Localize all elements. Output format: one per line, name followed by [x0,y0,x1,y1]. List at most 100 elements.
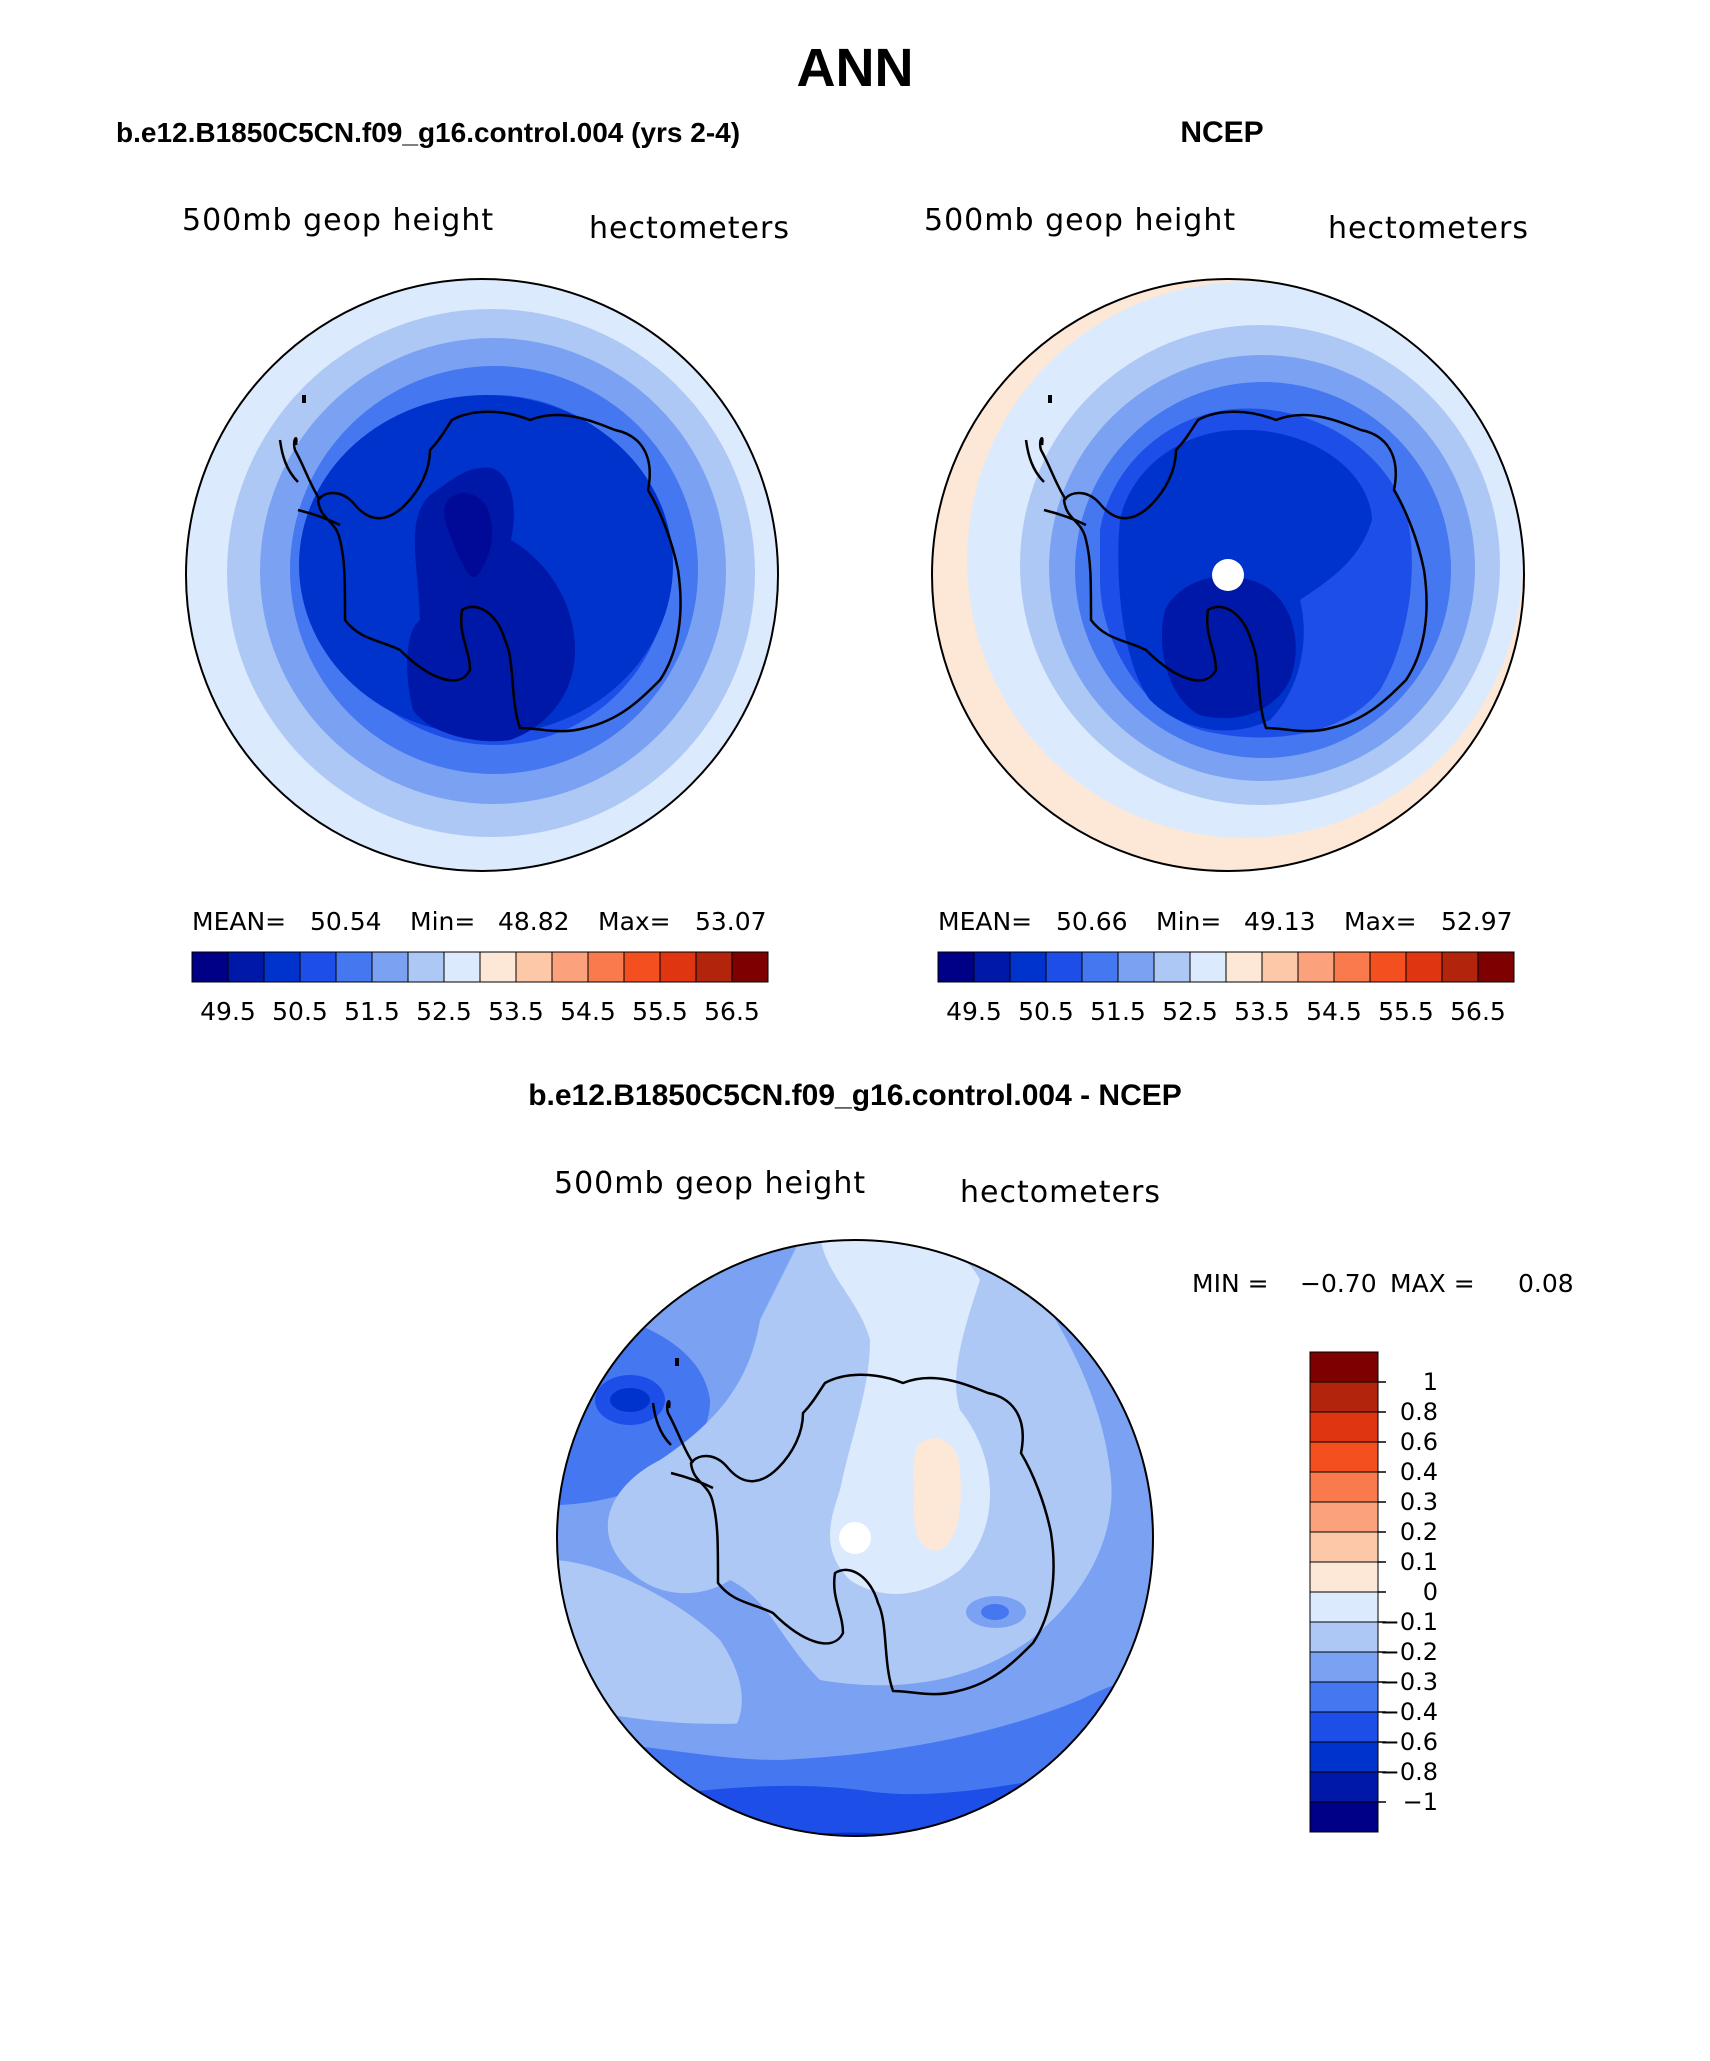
colorbar-swatch [1369,951,1407,983]
colorbar-swatch [1309,1531,1379,1563]
band-49.5 [1161,576,1296,719]
panel-diff-title: b.e12.B1850C5CN.f09_g16.control.004 - NC… [528,1079,1182,1112]
colorbar-tick-label: 0.8 [1400,1398,1438,1426]
colorbar-tick-label: 49.5 [946,997,1002,1026]
panel-obs-coastline [1062,410,1428,733]
panel-model-peninsula [278,436,341,527]
colorbar-swatch [1309,1711,1379,1743]
band--0.6-south [620,1780,1100,1836]
panel-obs-colorbar: 49.5 50.5 51.5 52.5 53.5 54.5 55.5 56.5 [937,951,1515,1026]
colorbar-swatch [1333,951,1371,983]
colorbar-tick-label: −0.8 [1380,1758,1438,1786]
colorbar-tick-label: 0.1 [1400,1548,1438,1576]
colorbar-tick-label: 55.5 [632,997,688,1026]
colorbar-swatch [973,951,1011,983]
colorbar-tick-label: −0.1 [1380,1608,1438,1636]
colorbar-tick-label: −0.3 [1380,1668,1438,1696]
panel-obs-left-label: 500mb geop height [924,203,1236,238]
colorbar-swatch [1309,1381,1379,1413]
panel-diff-max-value: 0.08 [1518,1269,1574,1298]
panel-diff-map [557,1240,1153,1836]
colorbar-swatch [1309,1471,1379,1503]
panel-diff-left-label: 500mb geop height [554,1166,866,1201]
panel-model-map [186,279,778,871]
colorbar-tick-label: −0.2 [1380,1638,1438,1666]
colorbar-swatch [1261,951,1299,983]
panel-diff-pole-mask [839,1522,871,1554]
panel-diff-coastline [689,1373,1055,1696]
colorbar-tick-label: 54.5 [560,997,616,1026]
panel-diff-colorbar: 10.80.60.40.30.20.10−0.1−0.2−0.3−0.4−0.6… [1309,1351,1438,1833]
colorbar-swatch [1441,951,1479,983]
colorbar-swatch [1309,1681,1379,1713]
panel-model-mean-value: 50.54 [310,907,382,936]
band--0.8-west [610,1388,650,1412]
panel-model-title: b.e12.B1850C5CN.f09_g16.control.004 (yrs… [116,117,740,148]
colorbar-swatch [1153,951,1191,983]
panel-model-boundary [185,278,779,872]
band-0.1 [913,1438,961,1551]
colorbar-swatch [515,951,553,983]
colorbar-swatch [623,951,661,983]
colorbar-swatch [299,951,337,983]
panel-diff-island [675,1358,679,1366]
colorbar-swatch [1477,951,1515,983]
colorbar-swatch [587,951,625,983]
colorbar-swatch [1309,1651,1379,1683]
panel-model-right-label: hectometers [589,211,790,246]
panel-diff-peninsula [651,1399,714,1490]
colorbar-swatch [263,951,301,983]
colorbar-swatch [1309,1501,1379,1533]
colorbar-tick-label: 0 [1423,1578,1438,1606]
colorbar-swatch [479,951,517,983]
colorbar-swatch [335,951,373,983]
panel-model-min-label: Min= [410,907,475,936]
band--0.4-east [981,1604,1009,1620]
panel-obs-peninsula [1024,436,1087,527]
panel-obs-island [1048,395,1052,403]
colorbar-swatch [551,951,589,983]
colorbar-tick-label: 50.5 [1018,997,1074,1026]
colorbar-tick-label: 56.5 [704,997,760,1026]
colorbar-swatch [1309,1561,1379,1593]
panel-diff-right-label: hectometers [960,1175,1161,1210]
colorbar-tick-label: 49.5 [200,997,256,1026]
colorbar-tick-label: −0.6 [1380,1728,1438,1756]
colorbar-swatch [695,951,733,983]
colorbar-swatch [659,951,697,983]
colorbar-swatch [371,951,409,983]
figure-title: ANN [797,38,914,98]
panel-obs-boundary [931,278,1525,872]
panel-obs-max-value: 52.97 [1441,907,1513,936]
panel-model-mean-label: MEAN= [192,907,286,936]
panel-model-min-value: 48.82 [498,907,570,936]
colorbar-tick-label: 53.5 [488,997,544,1026]
panel-obs-title: NCEP [1180,116,1263,149]
colorbar-tick-label: −0.4 [1380,1698,1438,1726]
panel-obs-mean-value: 50.66 [1056,907,1128,936]
band-49 [444,493,493,578]
colorbar-swatch [1309,1441,1379,1473]
colorbar-swatch [1309,1801,1379,1833]
colorbar-swatch [1081,951,1119,983]
colorbar-swatch [937,951,975,983]
colorbar-tick-label: −1 [1403,1788,1438,1816]
panel-model-colorbar: 49.5 50.5 51.5 52.5 53.5 54.5 55.5 56.5 [191,951,769,1026]
colorbar-tick-label: 56.5 [1450,997,1506,1026]
colorbar-swatch [191,951,229,983]
panel-obs-right-label: hectometers [1328,211,1529,246]
colorbar-tick-label: 0.2 [1400,1518,1438,1546]
colorbar-swatch [1045,951,1083,983]
panel-diff-min-value: −0.70 [1300,1269,1377,1298]
colorbar-swatch [1309,1771,1379,1803]
panel-diff-max-label: MAX = [1390,1269,1475,1298]
colorbar-tick-label: 50.5 [272,997,328,1026]
colorbar-swatch [1117,951,1155,983]
colorbar-swatch [1309,1411,1379,1443]
panel-obs-min-value: 49.13 [1244,907,1316,936]
colorbar-tick-label: 0.4 [1400,1458,1438,1486]
colorbar-swatch [1009,951,1047,983]
panel-model-max-value: 53.07 [695,907,767,936]
panel-obs-mean-label: MEAN= [938,907,1032,936]
